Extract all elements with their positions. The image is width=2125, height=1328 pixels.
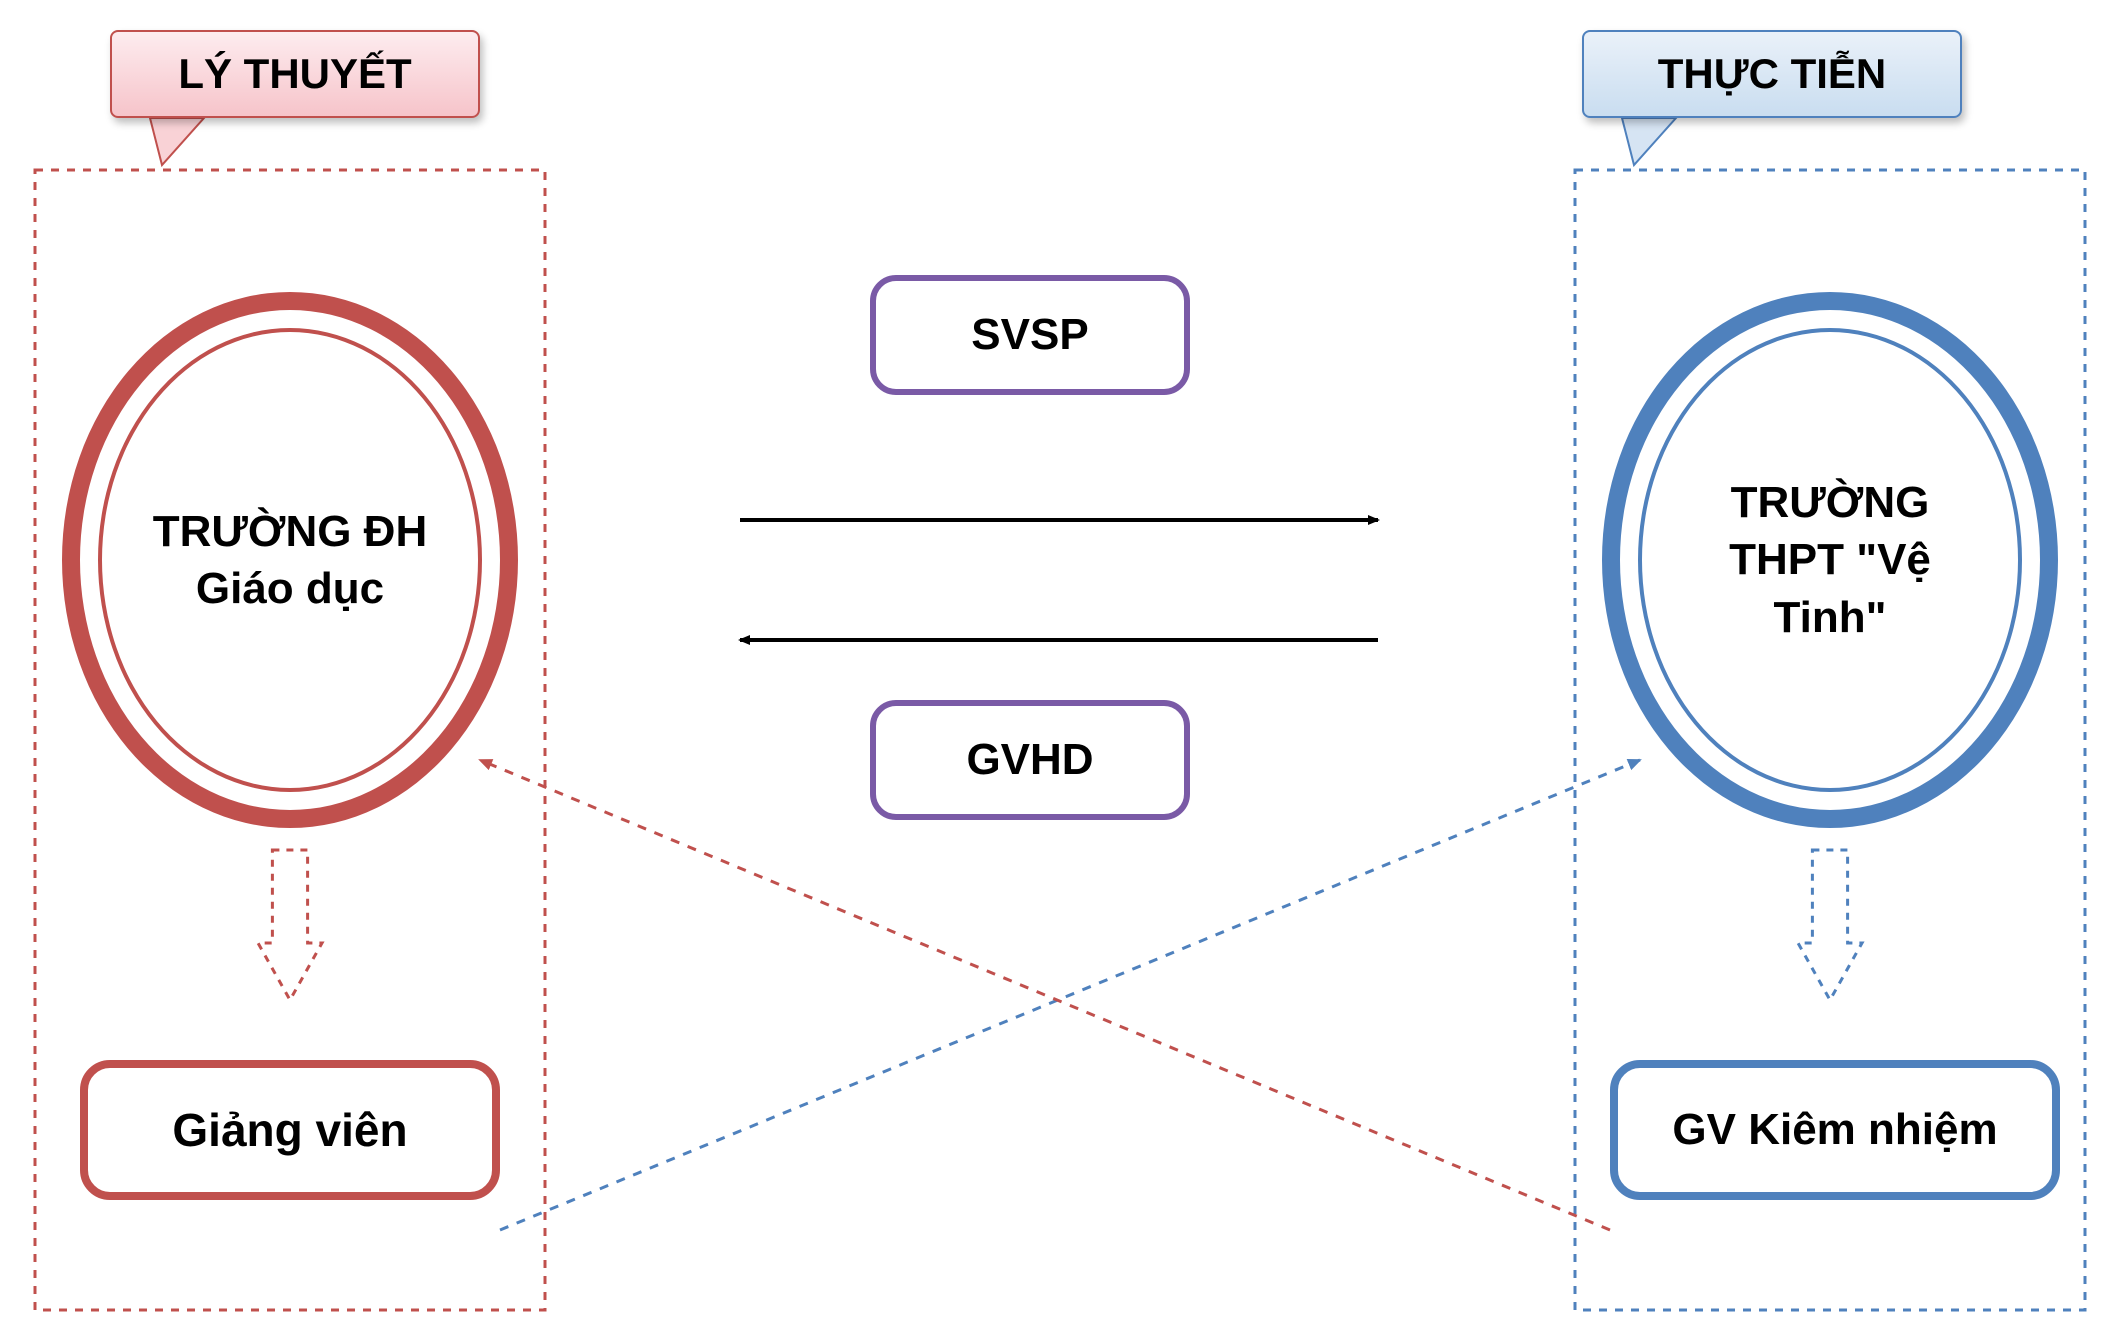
ellipse-label: TRƯỜNG THPT "Vệ Tinh" bbox=[1642, 474, 2018, 646]
box-label: GV Kiêm nhiệm bbox=[1672, 1105, 1997, 1155]
box-svsp: SVSP bbox=[870, 275, 1190, 395]
callout-tail-left bbox=[150, 118, 204, 165]
box-label: SVSP bbox=[971, 310, 1088, 360]
callout-label: THỰC TIỄN bbox=[1658, 50, 1887, 98]
box-label: GVHD bbox=[966, 735, 1093, 785]
callout-ly-thuyet: LÝ THUYẾT bbox=[110, 30, 480, 118]
box-giang-vien: Giảng viên bbox=[80, 1060, 500, 1200]
down-arrow-right bbox=[1798, 850, 1862, 1000]
ellipse-thpt-ve-tinh: TRƯỜNG THPT "Vệ Tinh" bbox=[1602, 292, 2058, 828]
callout-label: LÝ THUYẾT bbox=[178, 50, 411, 98]
down-arrow-left bbox=[258, 850, 322, 1000]
ellipse-label: TRƯỜNG ĐH Giáo dục bbox=[102, 503, 478, 617]
diagram-canvas: LÝ THUYẾT THỰC TIỄN TRƯỜNG ĐH Giáo dục T… bbox=[0, 0, 2125, 1328]
box-label: Giảng viên bbox=[172, 1103, 407, 1157]
box-gv-kiem-nhiem: GV Kiêm nhiệm bbox=[1610, 1060, 2060, 1200]
cross-arrow-blue bbox=[500, 760, 1640, 1230]
callout-tail-right bbox=[1622, 118, 1676, 165]
callout-thuc-tien: THỰC TIỄN bbox=[1582, 30, 1962, 118]
box-gvhd: GVHD bbox=[870, 700, 1190, 820]
cross-arrow-red bbox=[480, 760, 1610, 1230]
ellipse-dh-giao-duc: TRƯỜNG ĐH Giáo dục bbox=[62, 292, 518, 828]
